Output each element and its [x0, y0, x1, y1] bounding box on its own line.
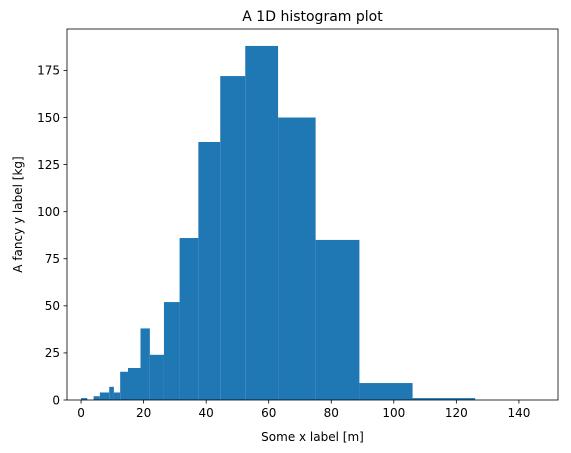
histogram-bar-0 — [81, 398, 88, 400]
y-tick-label: 50 — [45, 299, 60, 313]
plot-frame — [66, 28, 559, 401]
histogram-bar-17 — [359, 383, 413, 400]
histogram-bar-8 — [140, 328, 150, 400]
histogram-bar-10 — [163, 302, 180, 400]
x-tick-label: 100 — [382, 406, 405, 420]
histogram-bar-2 — [93, 396, 100, 400]
histogram-bar-13 — [220, 76, 246, 401]
histogram-bar-18 — [412, 398, 476, 400]
histogram-bar-16 — [315, 239, 360, 400]
histogram-bars — [81, 45, 476, 401]
x-tick-label: 140 — [507, 406, 530, 420]
x-tick-label: 40 — [199, 406, 214, 420]
x-tick-label: 20 — [136, 406, 151, 420]
y-axis-ticks: 0 25 50 75 100 125 150 175 — [37, 64, 67, 407]
y-tick-label: 175 — [37, 64, 60, 78]
histogram-bar-14 — [245, 45, 279, 400]
y-tick-label: 25 — [45, 346, 60, 360]
histogram-bar-15 — [278, 117, 316, 400]
histogram-bar-3 — [99, 392, 110, 400]
x-tick-label: 120 — [445, 406, 468, 420]
x-tick-label: 60 — [261, 406, 276, 420]
x-tick-label: 80 — [324, 406, 339, 420]
x-axis-ticks: 0 20 40 60 80 100 120 140 — [77, 400, 530, 420]
x-axis-label: Some x label [m] — [261, 430, 364, 444]
x-tick-label: 0 — [77, 406, 85, 420]
y-tick-label: 125 — [37, 158, 60, 172]
histogram-bar-7 — [127, 367, 141, 400]
histogram-bar-5 — [113, 392, 121, 400]
histogram-bar-9 — [149, 354, 164, 400]
y-axis-label: A fancy y label [kg] — [11, 156, 25, 272]
chart-title: A 1D histogram plot — [242, 9, 383, 25]
histogram-bar-11 — [179, 238, 199, 400]
y-tick-label: 100 — [37, 205, 60, 219]
y-tick-label: 0 — [52, 393, 60, 407]
histogram-bar-6 — [120, 371, 128, 400]
histogram-bar-12 — [198, 141, 221, 400]
y-tick-label: 150 — [37, 111, 60, 125]
histogram-bar-4 — [109, 386, 114, 400]
y-tick-label: 75 — [45, 252, 60, 266]
